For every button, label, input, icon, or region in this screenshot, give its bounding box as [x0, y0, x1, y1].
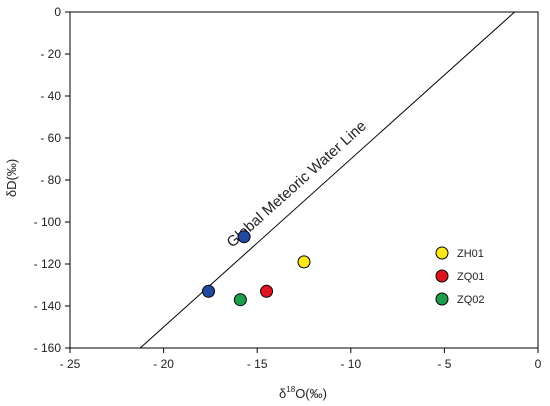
x-tick-label: - 5	[437, 357, 451, 371]
x-tick-label: 0	[535, 357, 542, 371]
legend: ZH01 ZQ01 ZQ02	[435, 246, 485, 306]
y-tick-label: - 100	[34, 215, 62, 229]
data-point	[237, 230, 251, 244]
legend-label: ZQ01	[457, 271, 485, 283]
legend-marker	[435, 246, 449, 260]
legend-label: ZQ02	[457, 294, 485, 306]
y-tick-label: - 60	[40, 131, 61, 145]
x-axis-title: δ18O(‰)	[279, 385, 327, 401]
y-tick-label: - 160	[34, 341, 62, 355]
data-point	[297, 255, 311, 269]
y-tick-label: - 140	[34, 299, 62, 313]
y-tick-label: 0	[54, 5, 61, 19]
data-point	[202, 284, 216, 298]
y-tick-label: - 20	[40, 47, 61, 61]
legend-label: ZH01	[457, 248, 484, 260]
y-tick-label: - 80	[40, 173, 61, 187]
y-axis: 0 - 20 - 40 - 60 - 80 - 100 - 120 - 140 - 160	[34, 5, 70, 355]
data-point	[233, 293, 247, 307]
y-tick-label: - 40	[40, 89, 61, 103]
x-tick-label: - 20	[153, 357, 174, 371]
x-tick-label: - 25	[60, 357, 81, 371]
x-tick-label: - 10	[340, 357, 361, 371]
legend-marker	[435, 292, 449, 306]
legend-marker	[435, 269, 449, 283]
x-tick-label: - 15	[247, 357, 268, 371]
x-axis: - 25 - 20 - 15 - 10 - 5 0	[60, 348, 542, 371]
y-axis-title: δD(‰)	[4, 159, 19, 197]
data-points	[202, 230, 311, 307]
y-tick-label: - 120	[34, 257, 62, 271]
data-point	[260, 284, 274, 298]
